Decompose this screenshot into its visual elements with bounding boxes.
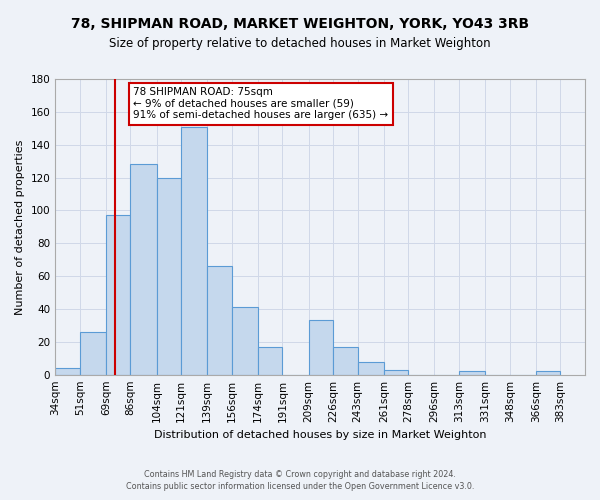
Text: 78, SHIPMAN ROAD, MARKET WEIGHTON, YORK, YO43 3RB: 78, SHIPMAN ROAD, MARKET WEIGHTON, YORK,…	[71, 18, 529, 32]
Bar	[80, 332, 106, 374]
Bar	[459, 372, 485, 374]
Text: Size of property relative to detached houses in Market Weighton: Size of property relative to detached ho…	[109, 38, 491, 51]
Bar	[308, 320, 333, 374]
Bar	[130, 164, 157, 374]
Bar	[106, 216, 130, 374]
Bar	[157, 178, 181, 374]
Bar	[384, 370, 409, 374]
Bar	[232, 308, 258, 374]
Bar	[258, 347, 283, 374]
Text: Contains HM Land Registry data © Crown copyright and database right 2024.: Contains HM Land Registry data © Crown c…	[144, 470, 456, 479]
X-axis label: Distribution of detached houses by size in Market Weighton: Distribution of detached houses by size …	[154, 430, 487, 440]
Bar	[333, 347, 358, 374]
Text: 78 SHIPMAN ROAD: 75sqm
← 9% of detached houses are smaller (59)
91% of semi-deta: 78 SHIPMAN ROAD: 75sqm ← 9% of detached …	[133, 87, 388, 120]
Bar	[536, 372, 560, 374]
Bar	[55, 368, 80, 374]
Bar	[358, 362, 384, 374]
Bar	[207, 266, 232, 374]
Y-axis label: Number of detached properties: Number of detached properties	[15, 139, 25, 314]
Bar	[181, 126, 207, 374]
Text: Contains public sector information licensed under the Open Government Licence v3: Contains public sector information licen…	[126, 482, 474, 491]
